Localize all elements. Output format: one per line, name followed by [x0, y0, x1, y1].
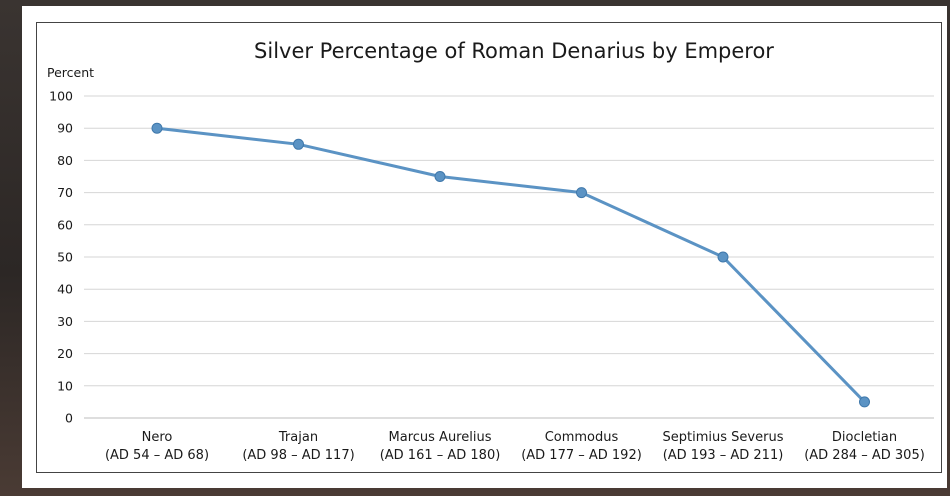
data-point	[293, 138, 304, 150]
y-axis-label: Percent	[47, 65, 94, 80]
x-category-name: Commodus	[545, 430, 619, 445]
y-tick-label: 0	[65, 411, 73, 426]
x-category-name: Nero	[142, 430, 173, 445]
y-tick-label: 10	[57, 378, 73, 393]
y-tick-label: 20	[57, 346, 73, 361]
x-category-name: Diocletian	[832, 430, 897, 445]
data-point	[151, 122, 163, 134]
data-point	[434, 171, 446, 182]
gridlines	[84, 95, 934, 419]
x-category-period: (AD 161 – AD 180)	[380, 448, 501, 463]
data-point	[859, 396, 870, 408]
y-tick-label: 90	[57, 121, 73, 136]
data-point	[717, 251, 729, 263]
y-tick-label: 80	[57, 153, 73, 168]
x-category-name: Trajan	[278, 430, 318, 445]
x-axis-labels: Nero (AD 54 – AD 68) Trajan (AD 98 – AD 117…	[105, 430, 925, 463]
x-category-period: (AD 54 – AD 68)	[105, 448, 209, 463]
data-points	[151, 122, 870, 408]
x-category-period: (AD 177 – AD 192)	[521, 448, 642, 463]
y-tick-label: 60	[57, 217, 73, 232]
x-category-period: (AD 193 – AD 211)	[663, 448, 784, 463]
y-tick-label: 100	[49, 89, 73, 104]
y-tick-label: 70	[57, 185, 73, 200]
y-tick-label: 40	[57, 282, 73, 297]
y-axis-ticks: 0 10 20 30 40 50 60 70 80 90 100	[49, 89, 73, 426]
x-category-name: Marcus Aurelius	[389, 430, 492, 445]
data-point	[576, 187, 587, 199]
series-line	[156, 126, 866, 403]
x-category-period: (AD 284 – AD 305)	[804, 448, 925, 463]
y-tick-label: 50	[57, 250, 73, 265]
x-category-period: (AD 98 – AD 117)	[242, 448, 354, 463]
chart-border	[36, 22, 942, 473]
x-category-name: Septimius Severus	[663, 430, 784, 445]
y-tick-label: 30	[57, 314, 73, 329]
chart-title: Silver Percentage of Roman Denarius by E…	[254, 39, 774, 63]
